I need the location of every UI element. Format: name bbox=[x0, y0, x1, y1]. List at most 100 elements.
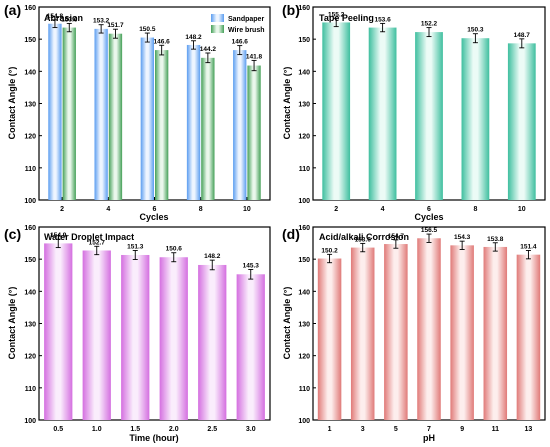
panel-b-title: Tape Peeling bbox=[319, 13, 374, 23]
p1-xtick-label-4: 4 bbox=[381, 206, 385, 213]
p1-bar-series-6 bbox=[415, 32, 443, 201]
p3-bar-series-3 bbox=[350, 247, 375, 420]
p0-bar-sandpaper-10 bbox=[233, 50, 247, 200]
p2-ytick-label-110: 110 bbox=[25, 386, 36, 393]
p2-ytick-label-150: 150 bbox=[24, 257, 36, 264]
panel-d-label: (d) bbox=[282, 226, 300, 242]
p3-ytick-label-140: 140 bbox=[298, 289, 310, 296]
p1-xtick-label-6: 6 bbox=[427, 206, 431, 213]
panel-a-xlabel: Cycles bbox=[139, 212, 168, 222]
panel-c-frame bbox=[38, 226, 271, 421]
p2-value-label-series-0-5: 154.9 bbox=[50, 232, 67, 239]
p2-xtick-label-3-0: 3.0 bbox=[246, 426, 256, 433]
p1-xtick-label-10: 10 bbox=[518, 206, 526, 213]
p0-value-label-sandpaper-6: 150.5 bbox=[139, 26, 156, 33]
p2-bar-series-1-0 bbox=[82, 250, 111, 420]
p3-ytick-label-150: 150 bbox=[298, 257, 310, 264]
p2-bar-series-0-5 bbox=[44, 243, 73, 420]
p2-xtick-label-2-0: 2.0 bbox=[169, 426, 179, 433]
p0-value-label-sandpaper-8: 148.2 bbox=[185, 34, 202, 41]
p3-value-label-series-3: 153.6 bbox=[355, 236, 372, 243]
panel-a-title: Abrasion bbox=[44, 13, 83, 23]
p0-bar-wire-brush-6 bbox=[155, 50, 169, 200]
p2-xtick-label-1-0: 1.0 bbox=[92, 426, 102, 433]
p0-ytick-label-120: 120 bbox=[24, 134, 36, 141]
p2-ytick-label-100: 100 bbox=[24, 418, 36, 425]
p2-value-label-series-2-0: 150.6 bbox=[166, 246, 183, 253]
p1-bar-series-2 bbox=[322, 22, 351, 200]
p0-bar-sandpaper-8 bbox=[186, 44, 201, 200]
panel-d-ylabel: Contact Angle (°) bbox=[282, 287, 292, 360]
p1-xtick-label-2: 2 bbox=[334, 206, 338, 213]
legend-swatch-sandpaper bbox=[211, 14, 224, 22]
p0-bar-sandpaper-4 bbox=[94, 28, 108, 200]
p3-xtick-label-3: 3 bbox=[361, 426, 365, 433]
p2-xtick-label-0-5: 0.5 bbox=[53, 426, 63, 433]
p3-ytick-label-130: 130 bbox=[298, 322, 310, 329]
panel-a-marks: 1001101201301401501602154.8153.64153.215… bbox=[24, 5, 262, 213]
panel-d-title: Acid/alkali Corrosion bbox=[319, 232, 409, 242]
p1-ytick-label-160: 160 bbox=[298, 5, 310, 12]
p0-value-label-wire-brush-4: 151.7 bbox=[107, 22, 124, 29]
p0-xtick-label-2: 2 bbox=[60, 206, 64, 213]
p0-bar-wire-brush-4 bbox=[108, 33, 123, 200]
p3-xtick-label-11: 11 bbox=[492, 426, 500, 433]
p0-bar-wire-brush-10 bbox=[247, 65, 261, 200]
panel-d: (d) Acid/alkali Corrosion pH Contact Ang… bbox=[282, 225, 546, 443]
p0-ytick-label-150: 150 bbox=[24, 37, 36, 44]
p1-ytick-label-110: 110 bbox=[299, 166, 310, 173]
p1-bar-series-4 bbox=[368, 27, 397, 200]
p1-value-label-series-2: 155.2 bbox=[328, 11, 345, 18]
p0-ytick-label-110: 110 bbox=[25, 166, 36, 173]
p1-bar-series-8 bbox=[461, 38, 490, 201]
p3-xtick-label-5: 5 bbox=[394, 426, 398, 433]
panel-b-marks: 100 110 120 130 140 150 160 2 155.2 4 153.6 6 152.2 8… bbox=[298, 5, 536, 213]
p3-xtick-label-9: 9 bbox=[460, 426, 464, 433]
p2-value-label-series-2-5: 148.2 bbox=[204, 253, 221, 260]
p0-value-label-sandpaper-4: 153.2 bbox=[93, 18, 110, 25]
p0-ytick-label-100: 100 bbox=[24, 198, 36, 205]
p3-bar-series-9 bbox=[450, 245, 474, 420]
p3-xtick-label-7: 7 bbox=[427, 426, 431, 433]
p2-bar-series-2-5 bbox=[198, 264, 227, 420]
p0-xtick-label-4: 4 bbox=[106, 206, 110, 213]
p3-bar-series-1 bbox=[317, 258, 342, 420]
p0-xtick-label-8: 8 bbox=[199, 206, 203, 213]
p1-ytick-label-130: 130 bbox=[298, 102, 310, 109]
p1-ytick-label-100: 100 bbox=[298, 198, 310, 205]
p0-bar-wire-brush-2 bbox=[62, 27, 76, 200]
panel-b-ylabel: Contact Angle (°) bbox=[282, 67, 292, 140]
p2-xtick-label-1-5: 1.5 bbox=[130, 426, 140, 433]
legend-label-sandpaper: Sandpaper bbox=[228, 16, 264, 23]
p0-value-label-sandpaper-10: 146.6 bbox=[232, 39, 249, 46]
p3-value-label-series-9: 154.3 bbox=[454, 234, 471, 241]
p0-value-label-wire-brush-10: 141.8 bbox=[246, 53, 263, 60]
p3-value-label-series-5: 154.7 bbox=[388, 233, 405, 240]
p2-xtick-label-2-5: 2.5 bbox=[207, 426, 217, 433]
panel-c-ylabel: Contact Angle (°) bbox=[7, 287, 17, 360]
p0-bar-sandpaper-2 bbox=[48, 23, 62, 200]
p3-bar-series-7 bbox=[417, 238, 441, 420]
p2-value-label-series-3-0: 145.3 bbox=[243, 262, 260, 269]
panel-a: (a) Abrasion Cycles Contact Angle (°) Sa… bbox=[4, 2, 271, 222]
legend-swatch-wire-brush bbox=[211, 25, 224, 33]
p3-ytick-label-160: 160 bbox=[298, 225, 310, 232]
p2-ytick-label-160: 160 bbox=[24, 225, 36, 232]
p1-ytick-label-150: 150 bbox=[298, 37, 310, 44]
p2-bar-series-3-0 bbox=[236, 274, 265, 420]
p1-xtick-label-8: 8 bbox=[473, 206, 477, 213]
panel-b-xlabel: Cycles bbox=[414, 212, 443, 222]
panel-c-xlabel: Time (hour) bbox=[129, 433, 178, 443]
p3-xtick-label-13: 13 bbox=[525, 426, 533, 433]
p0-ytick-label-160: 160 bbox=[24, 5, 36, 12]
p3-value-label-series-1: 150.2 bbox=[321, 247, 338, 254]
p1-value-label-series-6: 152.2 bbox=[421, 21, 438, 28]
p2-bar-series-2-0 bbox=[159, 257, 188, 420]
p3-bar-series-11 bbox=[483, 246, 508, 420]
panel-c: (c) Water Droplet Impact Time (hour) Con… bbox=[4, 225, 271, 443]
p3-ytick-label-100: 100 bbox=[298, 418, 310, 425]
p2-value-label-series-1-0: 152.7 bbox=[89, 239, 106, 246]
p0-value-label-wire-brush-2: 153.6 bbox=[61, 16, 78, 23]
p2-bar-series-1-5 bbox=[121, 254, 150, 420]
p3-value-label-series-11: 153.8 bbox=[487, 236, 504, 243]
